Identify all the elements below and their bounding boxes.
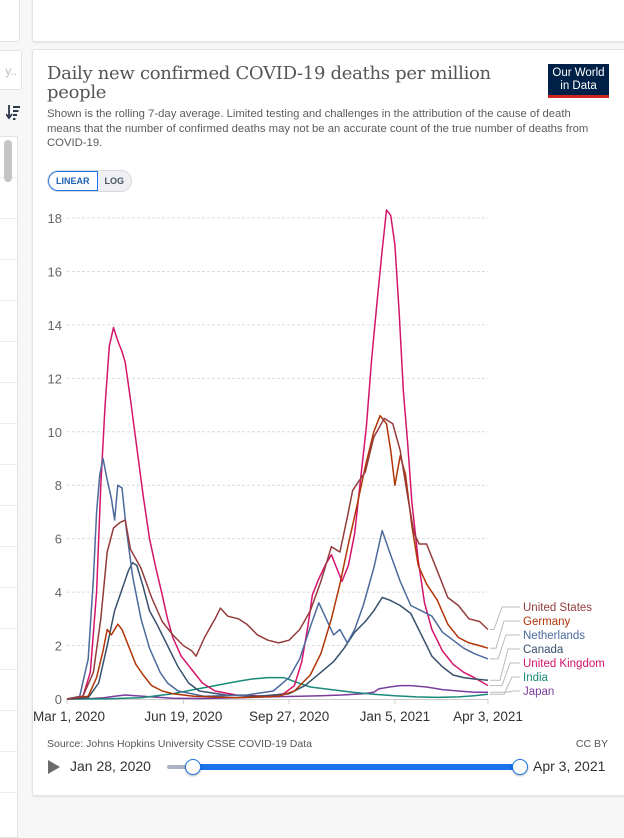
y-tick-label: 6 [55, 532, 62, 547]
y-tick-label: 4 [55, 585, 62, 600]
timeline-start-handle[interactable] [184, 759, 201, 775]
list-item[interactable] [0, 752, 17, 793]
timeline-end-label: Apr 3, 2021 [533, 758, 606, 774]
timeline-start-label: Jan 28, 2020 [70, 758, 151, 774]
series-line-india[interactable] [66, 676, 489, 700]
legend-connector [490, 648, 520, 681]
x-tick-label: Jun 19, 2020 [144, 709, 222, 724]
legend: United States Germany Netherlands Canada Uni… [490, 602, 605, 698]
legend-connector [490, 690, 520, 693]
legend-label[interactable]: Japan [523, 686, 554, 698]
legend-connector [490, 634, 520, 660]
series-line-canada[interactable] [66, 561, 489, 700]
list-item[interactable] [0, 178, 17, 219]
scale-linear-button[interactable]: LINEAR [48, 171, 98, 191]
series-lines [66, 209, 489, 700]
y-tick-label: 2 [55, 639, 62, 654]
gridlines [67, 217, 488, 647]
legend-connector [490, 620, 520, 649]
legend-label[interactable]: United States [523, 602, 592, 614]
left-top-panel [0, 0, 20, 42]
y-tick-label: 8 [55, 478, 62, 493]
timeline-end-handle[interactable] [512, 759, 528, 775]
scale-toggle: LINEAR LOG [47, 170, 132, 192]
entity-search-input[interactable]: y.. [0, 50, 22, 90]
series-line-netherlands[interactable] [66, 457, 489, 700]
legend-label[interactable]: Germany [523, 616, 571, 628]
list-scrollbar[interactable] [4, 140, 12, 182]
logo-line-1: Our World [552, 67, 605, 79]
legend-label[interactable]: India [523, 672, 549, 684]
chart-subtitle: Shown is the rolling 7-day average. Limi… [47, 108, 589, 149]
y-tick-label: 16 [48, 264, 62, 279]
y-tick-label: 0 [55, 692, 62, 707]
x-axis: Mar 1, 2020 Jun 19, 2020 Sep 27, 2020 Jan 5… [33, 699, 523, 724]
legend-connector [490, 606, 520, 630]
list-item[interactable] [0, 670, 17, 711]
owid-logo[interactable]: Our World in Data [548, 64, 609, 98]
list-item[interactable] [0, 588, 17, 629]
line-chart: 0 2 4 6 8 10 12 14 16 18 Mar 1, 2020 Jun 19, 2020 S… [33, 209, 605, 724]
list-item[interactable] [0, 260, 17, 301]
y-tick-label: 12 [48, 371, 62, 386]
chart-title: Daily new confirmed COVID-19 deaths per … [47, 63, 491, 103]
series-line-united-states[interactable] [66, 417, 489, 700]
list-item[interactable] [0, 465, 17, 506]
list-item[interactable] [0, 301, 17, 342]
previous-card [32, 0, 624, 42]
y-tick-label: 14 [48, 318, 62, 333]
list-item[interactable] [0, 219, 17, 260]
sort-descending-icon[interactable] [6, 104, 20, 120]
list-item[interactable] [0, 342, 17, 383]
timeline-slider: Jan 28, 2020 Apr 3, 2021 [45, 756, 615, 778]
x-tick-label: Jan 5, 2021 [360, 709, 431, 724]
legend-label[interactable]: Netherlands [523, 630, 585, 642]
legend-connector [490, 662, 520, 687]
chart-card [32, 49, 624, 796]
list-item[interactable] [0, 506, 17, 547]
series-line-germany[interactable] [66, 414, 489, 700]
logo-underline [548, 95, 609, 98]
x-tick-label: Apr 3, 2021 [453, 709, 523, 724]
series-line-japan[interactable] [66, 684, 488, 700]
y-tick-label: 10 [48, 425, 62, 440]
x-tick-label: Sep 27, 2020 [249, 709, 329, 724]
y-axis-ticks: 0 2 4 6 8 10 12 14 16 18 [48, 211, 62, 707]
list-item[interactable] [0, 383, 17, 424]
list-item[interactable] [0, 547, 17, 588]
x-tick-label: Mar 1, 2020 [33, 709, 105, 724]
play-icon[interactable] [48, 760, 60, 774]
series-line-united-kingdom[interactable] [66, 209, 489, 700]
legend-label[interactable]: United Kingdom [523, 658, 605, 670]
source-note[interactable]: Source: Johns Hopkins University CSSE CO… [47, 738, 312, 750]
y-tick-label: 18 [48, 211, 62, 226]
legend-label[interactable]: Canada [523, 644, 564, 656]
list-item[interactable] [0, 629, 17, 670]
scale-log-button[interactable]: LOG [104, 176, 125, 186]
list-item[interactable] [0, 424, 17, 465]
logo-line-2: in Data [560, 79, 597, 92]
timeline-selected-range[interactable] [191, 764, 519, 770]
list-item[interactable] [0, 711, 17, 752]
legend-connector [490, 676, 520, 695]
license-link[interactable]: CC BY [575, 738, 608, 750]
